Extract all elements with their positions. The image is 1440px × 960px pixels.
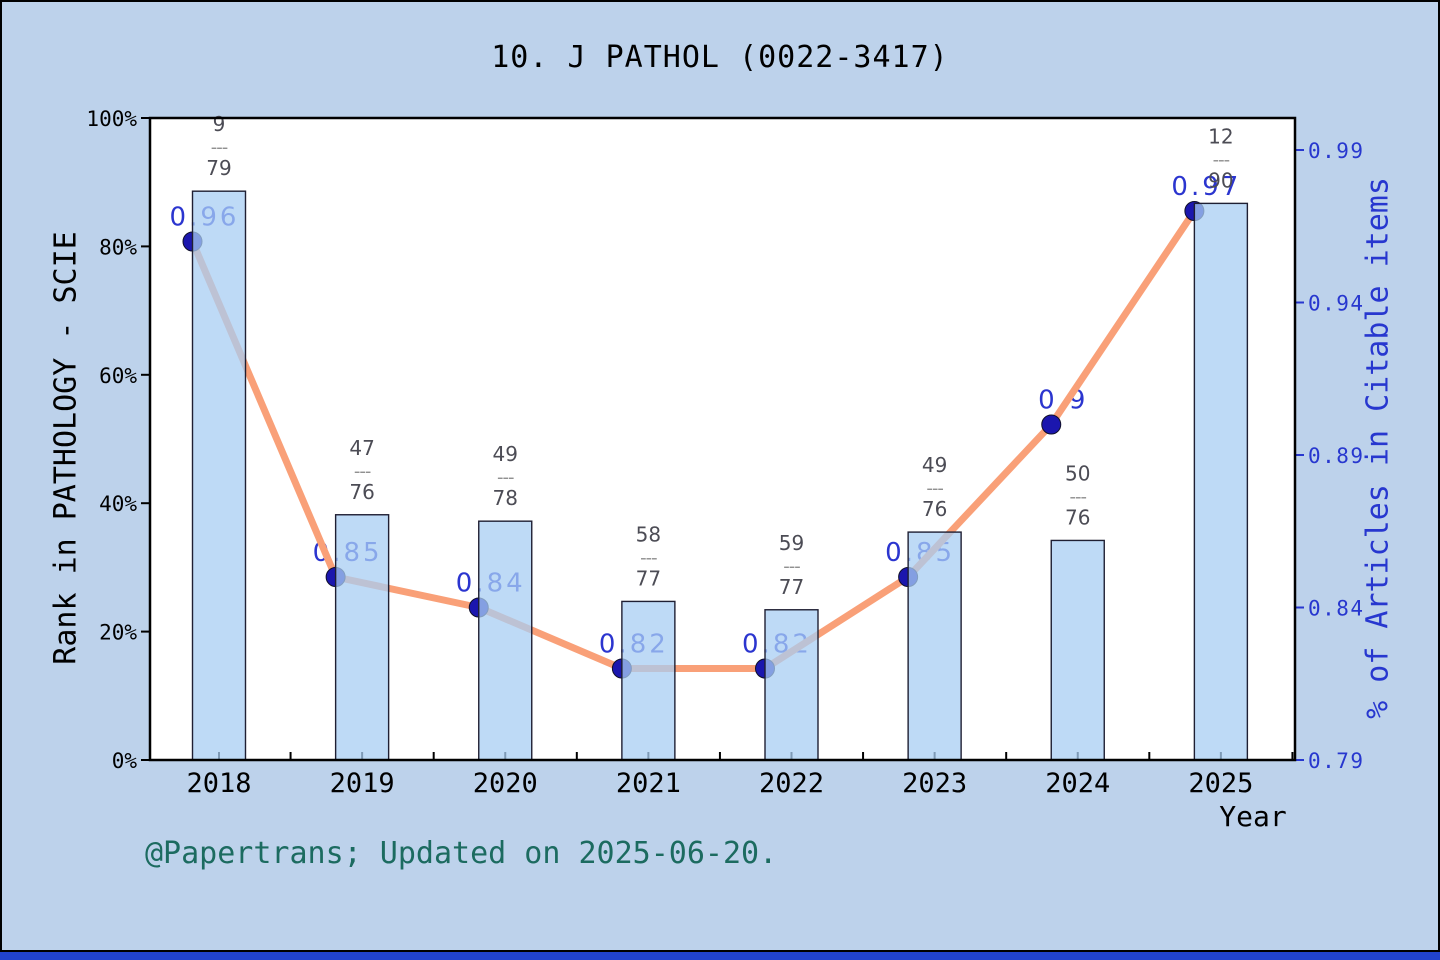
bar-fraction-line: ---	[497, 467, 514, 488]
bar-fraction-line: ---	[783, 556, 800, 577]
bar-fraction-line: ---	[354, 461, 371, 482]
bar-fraction-line: ---	[1070, 486, 1087, 507]
rank-bar	[334, 514, 390, 761]
bar-fraction-numerator: 50	[1065, 461, 1090, 485]
bar-fraction-line: ---	[926, 478, 943, 499]
bar-fraction-denominator: 90	[1208, 168, 1233, 192]
bar-fraction-numerator: 58	[636, 522, 661, 546]
left-axis-tick-label: 20%	[99, 621, 137, 645]
rank-bar	[907, 531, 962, 761]
x-tick-label: 2020	[473, 768, 538, 799]
left-axis-tick-label: 0%	[112, 749, 138, 773]
bar-fraction-numerator: 12	[1208, 124, 1233, 148]
bar-fraction-denominator: 76	[1065, 505, 1090, 529]
left-axis-tick-label: 40%	[99, 492, 137, 516]
rank-bar	[1050, 539, 1105, 761]
right-axis-tick-label: 0.99	[1308, 139, 1365, 163]
rank-bar	[478, 520, 533, 761]
bar-fraction-numerator: 49	[922, 453, 947, 477]
x-tick-label: 2023	[902, 768, 967, 799]
rank-bar	[191, 190, 247, 761]
x-tick-label: 2024	[1045, 768, 1110, 799]
line-value-label: 0.97	[1171, 172, 1241, 202]
right-axis-tick-label: 0.79	[1308, 749, 1365, 773]
x-tick-label: 2018	[186, 768, 251, 799]
left-axis-tick-label: 80%	[99, 235, 137, 259]
bar-fraction-numerator: 9	[213, 112, 226, 136]
rank-bar	[1193, 202, 1249, 761]
bar-fraction-denominator: 79	[206, 156, 231, 180]
left-axis-tick-label: 100%	[86, 107, 137, 131]
credit-text: @Papertrans; Updated on 2025-06-20.	[145, 836, 778, 871]
bar-fraction-denominator: 77	[636, 566, 661, 590]
x-axis-title: Year	[1219, 800, 1287, 833]
bar-fraction-line: ---	[211, 137, 228, 158]
plot-border	[148, 116, 1297, 762]
bar-fraction-denominator: 78	[493, 486, 518, 510]
rank-bar	[621, 600, 676, 761]
bar-fraction-numerator: 59	[779, 531, 804, 555]
x-tick-label: 2025	[1188, 768, 1253, 799]
bar-fraction-numerator: 49	[493, 442, 518, 466]
plot-area	[150, 118, 1295, 760]
bar-fraction-line: ---	[640, 547, 657, 568]
right-axis-tick-label: 0.94	[1308, 292, 1365, 316]
right-axis-tick-label: 0.89	[1308, 444, 1365, 468]
bar-fraction-denominator: 76	[349, 480, 374, 504]
x-tick-label: 2022	[759, 768, 824, 799]
bar-fraction-denominator: 76	[922, 497, 947, 521]
chart-title: 10. J PATHOL (0022-3417)	[491, 40, 949, 75]
bar-fraction-denominator: 77	[779, 575, 804, 599]
bar-fraction-numerator: 47	[349, 436, 374, 460]
left-axis-tick-label: 60%	[99, 364, 137, 388]
bar-fraction-line: ---	[1213, 149, 1230, 170]
x-tick-label: 2021	[616, 768, 681, 799]
rank-citable-combo-chart: 0% 20% 40% 60% 80% 100% 0.79 0.84 0.89 0.94 0.99 20…	[86, 107, 1365, 799]
line-marker	[1041, 414, 1062, 435]
x-tick-label: 2019	[330, 768, 395, 799]
right-axis-tick-label: 0.84	[1308, 597, 1365, 621]
rank-bar	[764, 609, 819, 761]
